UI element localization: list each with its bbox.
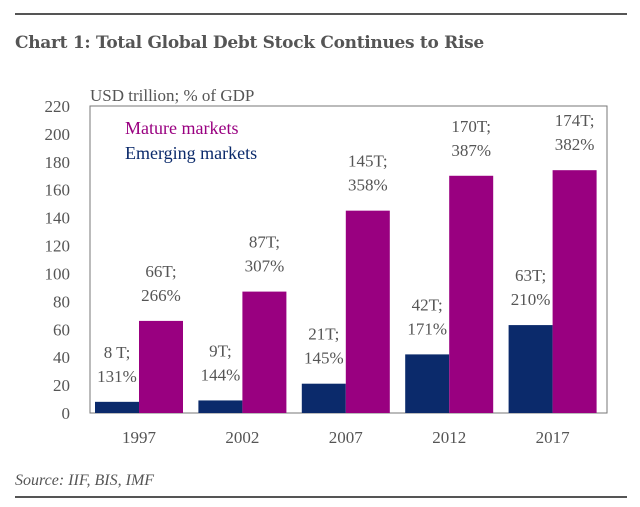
- bar-mature-2002: [242, 291, 287, 413]
- data-label: 9T;: [209, 341, 232, 360]
- data-label: 144%: [201, 365, 241, 384]
- data-label: 63T;: [515, 266, 546, 285]
- bar-mature-2012: [449, 175, 494, 413]
- chart-title: Chart 1: Total Global Debt Stock Continu…: [15, 33, 484, 53]
- y-tick-label: 100: [45, 264, 71, 283]
- y-tick-label: 160: [45, 181, 71, 200]
- data-label: 210%: [511, 290, 551, 309]
- data-label: 42T;: [412, 295, 443, 314]
- bar-emerging-2017: [508, 325, 553, 413]
- data-label: 87T;: [249, 233, 280, 252]
- y-tick-label: 20: [53, 376, 70, 395]
- x-tick-label: 2017: [536, 428, 571, 447]
- bar-emerging-2012: [405, 354, 450, 413]
- y-tick-label: 0: [62, 404, 71, 423]
- data-label: 382%: [555, 135, 595, 154]
- x-tick-label: 2007: [329, 428, 364, 447]
- data-label: 145%: [304, 349, 344, 368]
- data-label: 171%: [407, 319, 447, 338]
- legend-entry: Mature markets: [125, 118, 238, 138]
- y-tick-label: 200: [45, 125, 71, 144]
- data-label: 174T;: [555, 111, 595, 130]
- x-tick-label: 2002: [225, 428, 259, 447]
- bar-mature-2007: [345, 210, 390, 413]
- y-tick-label: 220: [45, 97, 71, 116]
- data-label: 21T;: [308, 325, 339, 344]
- y-tick-label: 80: [53, 292, 70, 311]
- data-label: 145T;: [348, 152, 388, 171]
- bottom-rule: [15, 496, 627, 498]
- data-label: 307%: [245, 257, 285, 276]
- x-tick-label: 1997: [122, 428, 157, 447]
- data-label: 170T;: [451, 117, 491, 136]
- bar-emerging-1997: [95, 401, 139, 413]
- data-label: 266%: [141, 286, 181, 305]
- data-label: 8 T;: [104, 343, 131, 362]
- data-label: 358%: [348, 176, 388, 195]
- legend-entry: Emerging markets: [125, 143, 257, 163]
- y-axis-label: USD trillion; % of GDP: [90, 86, 254, 105]
- y-tick-label: 180: [45, 153, 71, 172]
- bar-emerging-2007: [301, 383, 346, 413]
- y-tick-label: 120: [45, 237, 71, 256]
- y-tick-label: 40: [53, 348, 70, 367]
- bar-mature-2017: [552, 170, 597, 413]
- data-label: 66T;: [145, 262, 176, 281]
- data-label: 131%: [97, 367, 137, 386]
- y-tick-label: 60: [53, 320, 70, 339]
- source-note: Source: IIF, BIS, IMF: [15, 472, 155, 489]
- x-tick-label: 2012: [432, 428, 466, 447]
- y-tick-label: 140: [45, 209, 71, 228]
- bar-emerging-2002: [198, 400, 243, 413]
- data-label: 387%: [451, 141, 491, 160]
- bar-mature-1997: [139, 320, 183, 413]
- top-rule: [15, 13, 627, 15]
